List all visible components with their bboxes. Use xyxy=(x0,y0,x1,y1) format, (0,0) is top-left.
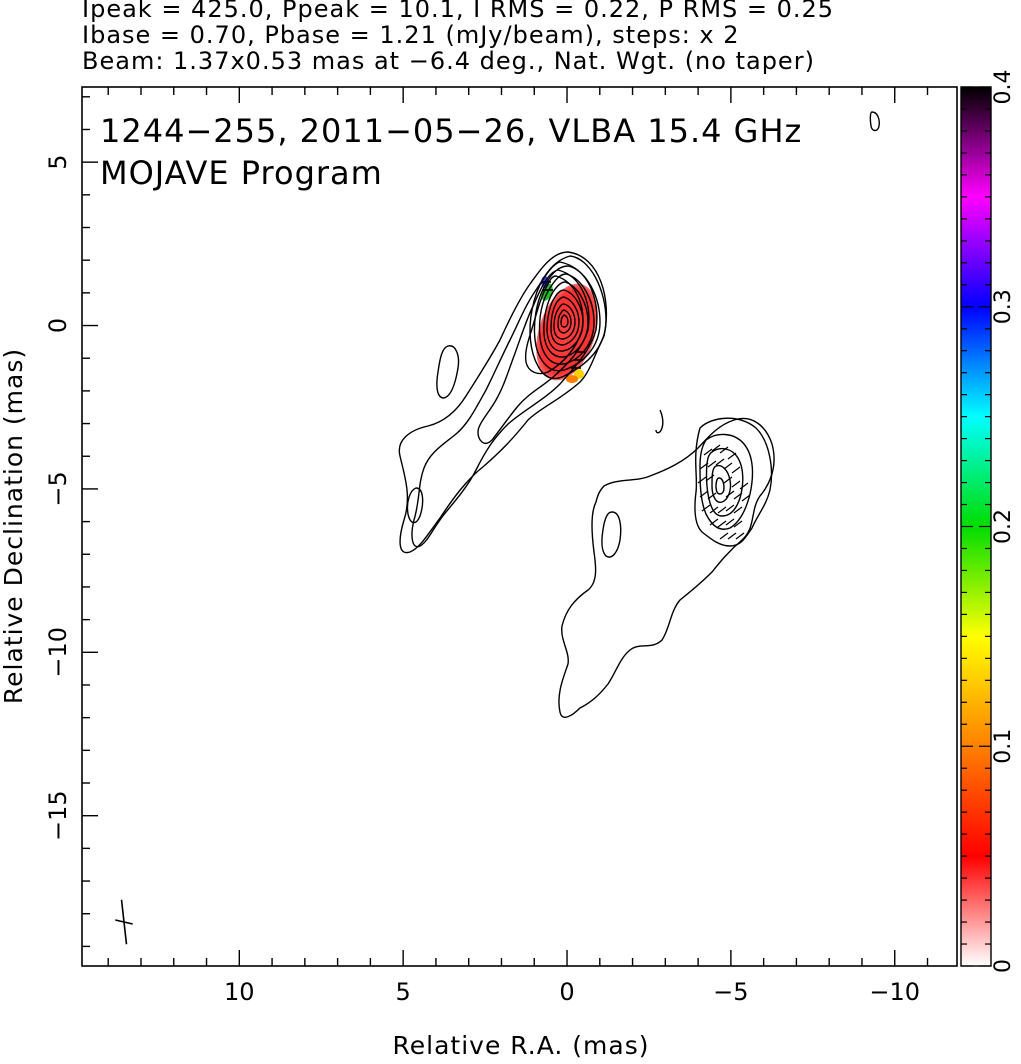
colorbar-tick-label: 0.2 xyxy=(991,509,1016,544)
evpa-tick xyxy=(733,492,743,500)
evpa-tick xyxy=(709,518,719,526)
colorbar-tick-label: 0.4 xyxy=(991,70,1016,105)
contour-jet xyxy=(398,251,608,554)
evpa-tick xyxy=(725,504,735,512)
contour-core xyxy=(553,303,576,340)
evpa-tick xyxy=(725,518,735,526)
contour-core xyxy=(560,314,569,328)
contour-core xyxy=(529,255,607,380)
evpa-tick xyxy=(717,506,727,514)
evpa-tick xyxy=(733,506,743,514)
evpa-tick xyxy=(709,506,719,514)
contour-blob xyxy=(869,111,880,132)
plot-frame xyxy=(81,86,958,967)
evpa-tick xyxy=(733,520,743,528)
evpa-tick xyxy=(707,460,717,468)
evpa-tick xyxy=(711,444,721,452)
contour-component xyxy=(699,433,754,530)
evpa-tick xyxy=(705,474,715,482)
evpa-tick xyxy=(699,490,709,498)
contour-blob xyxy=(436,345,460,399)
evpa-tick xyxy=(725,490,735,498)
contour-core xyxy=(538,273,595,365)
y-axis-label: Relative Declination (mas) xyxy=(0,348,28,704)
colorbar-tick-label: 0 xyxy=(991,959,1016,973)
evpa-tick xyxy=(723,462,733,470)
evpa-tick xyxy=(727,532,737,540)
evpa-tick xyxy=(699,462,709,470)
y-tick-label: −15 xyxy=(44,790,72,841)
evpa-tick xyxy=(703,448,713,456)
y-tick-label: −5 xyxy=(44,471,72,506)
evpa-tick xyxy=(723,476,733,484)
contour-component xyxy=(705,447,744,517)
x-tick-label: 10 xyxy=(224,978,255,1006)
evpa-tick xyxy=(727,452,737,460)
colorbar-tick-label: 0.3 xyxy=(991,289,1016,324)
contour-blob xyxy=(601,511,622,558)
evpa-tick xyxy=(731,480,741,488)
contour-core xyxy=(543,281,589,358)
evpa-tick xyxy=(697,476,707,484)
contour-core xyxy=(533,265,601,372)
contour-blob xyxy=(655,409,664,434)
evpa-tick xyxy=(719,446,729,454)
program-label: MOJAVE Program xyxy=(100,154,383,192)
evpa-tick xyxy=(731,466,741,474)
header-beam-line: Beam: 1.37x0.53 mas at −6.4 deg., Nat. W… xyxy=(82,47,815,75)
x-tick-label: 5 xyxy=(396,978,411,1006)
evpa-tick xyxy=(715,458,725,466)
x-tick-label: 0 xyxy=(559,978,574,1006)
evpa-tick xyxy=(719,532,729,540)
contour-core xyxy=(550,296,580,346)
contour-jet xyxy=(524,275,584,375)
plot-area xyxy=(115,111,880,945)
contour-component xyxy=(711,464,732,503)
contour-component xyxy=(694,417,773,547)
evpa-tick xyxy=(735,532,745,540)
y-tick-label: 0 xyxy=(44,318,72,333)
evpa-tick xyxy=(707,492,717,500)
contour-lower-jet xyxy=(558,417,775,718)
y-tick-label: −10 xyxy=(44,627,72,678)
y-tick-label: 5 xyxy=(44,155,72,170)
contour-core xyxy=(557,309,572,334)
contour-component xyxy=(715,477,725,495)
evpa-tick xyxy=(741,494,751,502)
evpa-tick xyxy=(701,504,711,512)
evpa-tick xyxy=(739,482,749,490)
contour-jet xyxy=(411,261,598,548)
colorbar-tick-label: 0.1 xyxy=(991,729,1016,764)
x-tick-label: −10 xyxy=(869,978,920,1006)
x-axis-label: Relative R.A. (mas) xyxy=(393,1031,650,1060)
beam-minor-axis xyxy=(115,919,133,925)
header-stats-line: Ipeak = 425.0, Ppeak = 10.1, I RMS = 0.2… xyxy=(82,0,835,23)
evpa-tick xyxy=(717,520,727,528)
x-tick-label: −5 xyxy=(713,978,748,1006)
polarization-edge-orange xyxy=(566,375,579,384)
contour-blob xyxy=(406,487,424,524)
header-base-line: Ibase = 0.70, Pbase = 1.21 (mJy/beam), s… xyxy=(82,21,740,49)
source-label: 1244−255, 2011−05−26, VLBA 15.4 GHz xyxy=(100,112,802,150)
